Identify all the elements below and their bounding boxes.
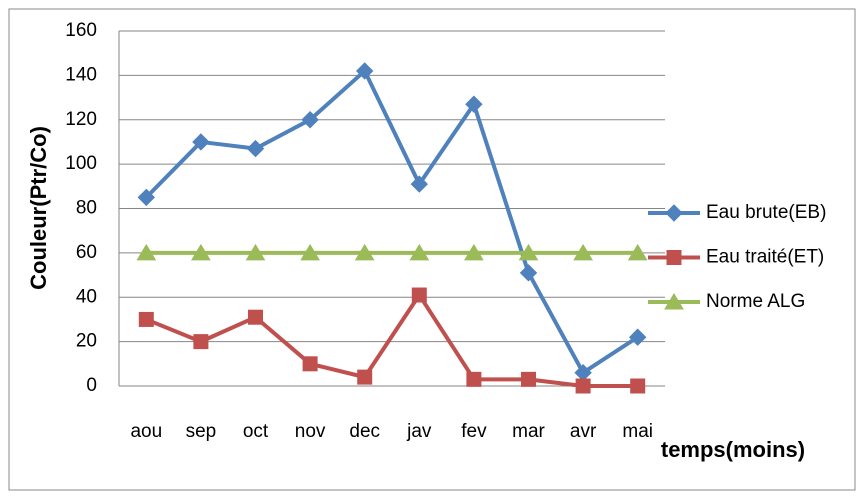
marker (138, 311, 154, 327)
legend-label: Eau brute(EB) (706, 202, 826, 223)
marker (664, 293, 684, 310)
y-tick-label: 160 (65, 20, 97, 41)
marker (410, 175, 429, 193)
marker (354, 243, 375, 261)
marker (573, 243, 593, 261)
y-tick-label: 100 (65, 153, 97, 174)
x-tick-label: sep (186, 421, 217, 442)
marker (665, 204, 683, 222)
marker (411, 287, 427, 303)
marker (191, 243, 211, 261)
x-tick-label: fev (461, 421, 487, 442)
y-axis-title: Couleur(Ptr/Co) (26, 126, 51, 290)
chart-border (8, 8, 856, 491)
y-tick-label: 20 (76, 331, 97, 352)
legend-label: Eau traité(ET) (706, 247, 824, 268)
marker (518, 243, 539, 261)
y-tick-label: 80 (76, 198, 97, 219)
marker (355, 62, 374, 80)
x-tick-label: dec (349, 421, 380, 442)
marker (409, 243, 430, 261)
marker (575, 378, 591, 394)
marker (192, 133, 210, 151)
series-line (145, 293, 638, 388)
x-tick-label: oct (243, 421, 269, 442)
marker (666, 250, 682, 265)
y-tick-label: 60 (76, 242, 97, 263)
x-tick-label: jav (406, 421, 432, 442)
marker (357, 369, 373, 385)
marker (630, 378, 646, 394)
marker (464, 243, 484, 261)
y-tick-label: 140 (65, 64, 97, 85)
marker (465, 95, 483, 113)
series-line (144, 68, 639, 375)
marker (246, 139, 265, 158)
legend-label: Norme ALG (706, 291, 805, 312)
y-tick-label: 0 (86, 375, 97, 396)
marker (466, 371, 482, 387)
marker (627, 243, 648, 261)
marker (193, 334, 209, 350)
marker (519, 264, 538, 282)
x-tick-label: avr (570, 421, 597, 442)
y-tick-label: 40 (76, 286, 97, 307)
x-axis-title: temps(moins) (661, 437, 805, 462)
x-tick-label: mai (622, 421, 653, 442)
marker (245, 243, 266, 261)
marker (521, 371, 536, 387)
x-tick-label: mar (512, 421, 545, 442)
x-tick-label: nov (295, 421, 326, 442)
marker (137, 188, 156, 207)
marker (248, 309, 263, 325)
marker (302, 356, 318, 372)
marker (301, 111, 319, 129)
marker (136, 243, 157, 261)
y-tick-label: 120 (65, 109, 97, 130)
marker (300, 243, 320, 261)
x-tick-label: aou (130, 421, 162, 442)
marker (628, 328, 647, 346)
